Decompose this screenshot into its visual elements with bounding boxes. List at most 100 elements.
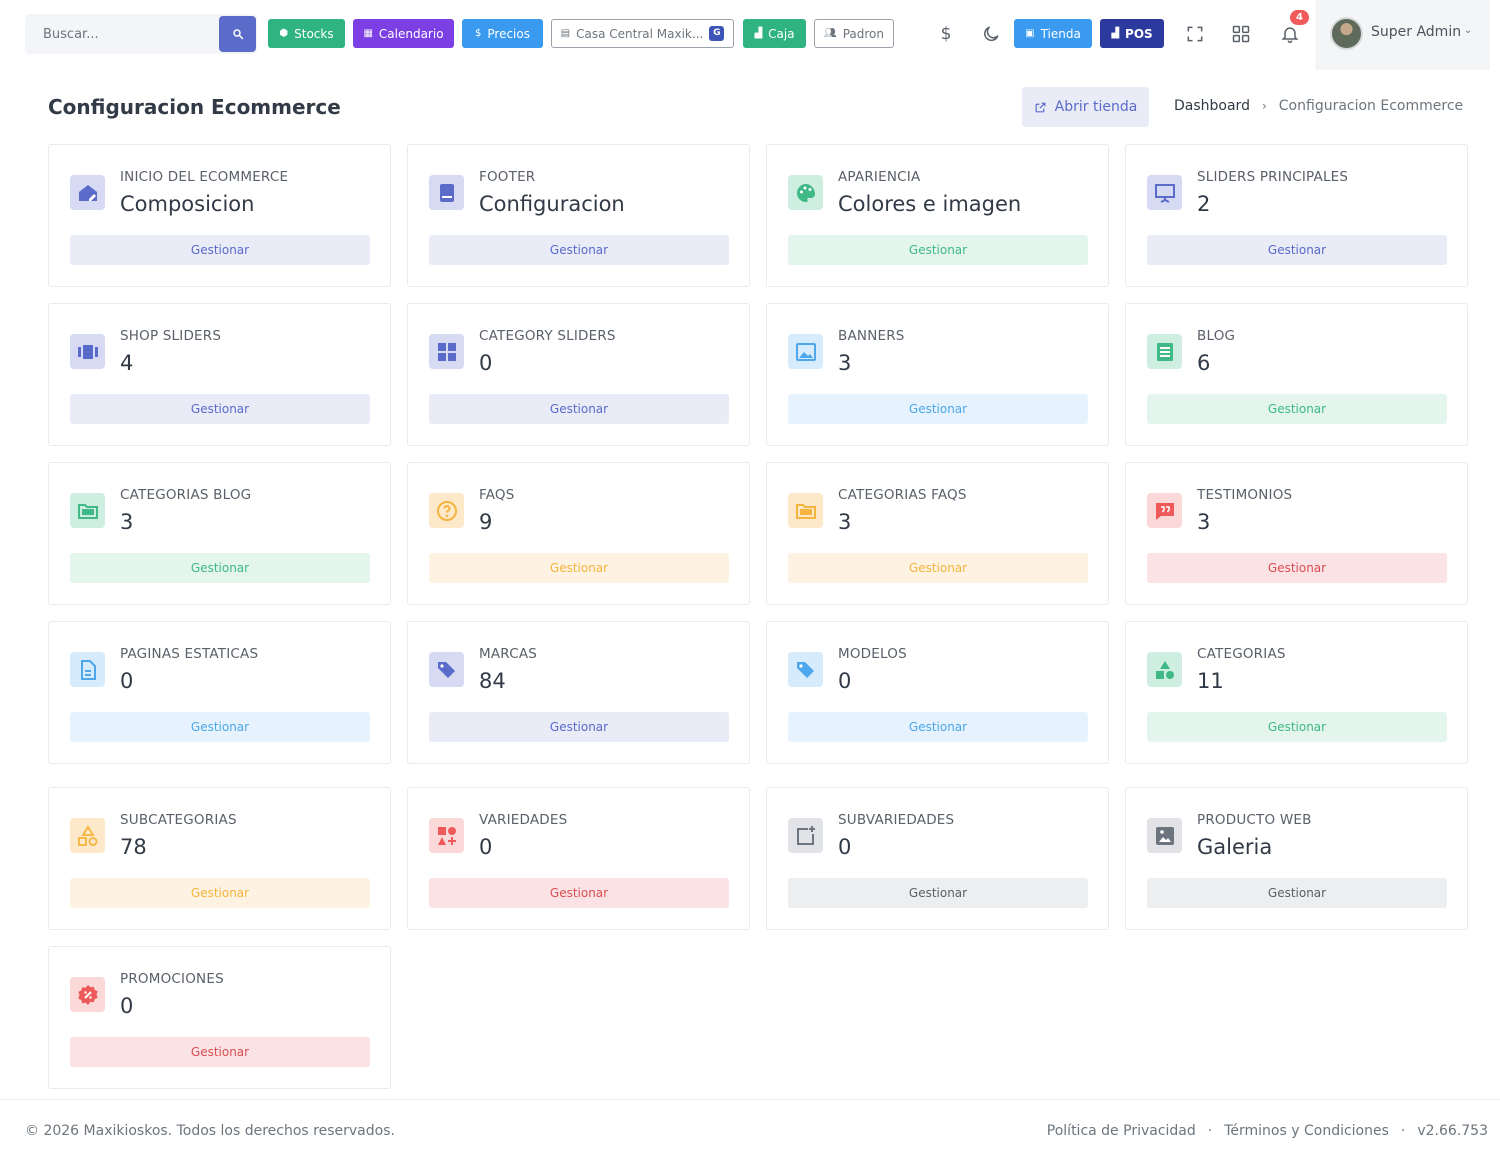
card-label: SUBVARIEDADES: [838, 812, 955, 828]
home-edit-icon: [70, 175, 105, 210]
tags-icon: [788, 652, 823, 687]
card-label: SHOP SLIDERS: [120, 328, 222, 344]
manage-button[interactable]: Gestionar: [1147, 712, 1447, 742]
grid-icon: [429, 334, 464, 369]
search-icon: [232, 29, 243, 40]
manage-button[interactable]: Gestionar: [1147, 553, 1447, 583]
card-value: 78: [120, 835, 147, 859]
sucursal-select[interactable]: ▤ Casa Central Maxik... G: [551, 19, 734, 48]
shapes-icon: [1147, 652, 1182, 687]
currency-icon[interactable]: $: [940, 24, 952, 44]
manage-button[interactable]: Gestionar: [70, 1037, 370, 1067]
manage-button[interactable]: Gestionar: [788, 553, 1088, 583]
manage-button[interactable]: Gestionar: [788, 235, 1088, 265]
card-label: SUBCATEGORIAS: [120, 812, 237, 828]
notification-count-badge: 4: [1290, 10, 1309, 25]
card-sliders-principales: SLIDERS PRINCIPALES 2 Gestionar: [1125, 144, 1468, 287]
chevron-down-icon: ⌄: [1464, 25, 1473, 36]
card-value: 0: [838, 669, 852, 693]
footer: © 2026 Maxikioskos. Todos los derechos r…: [0, 1099, 1500, 1150]
card-promociones: PROMOCIONES 0 Gestionar: [48, 946, 391, 1089]
caja-button[interactable]: ▟ Caja: [743, 19, 806, 48]
card-value: 9: [479, 510, 493, 534]
store-icon: ▣: [1025, 28, 1035, 39]
precios-button[interactable]: $ Precios: [462, 19, 543, 48]
tienda-button[interactable]: ▣ Tienda: [1014, 19, 1092, 48]
manage-button[interactable]: Gestionar: [788, 878, 1088, 908]
page-title: Configuracion Ecommerce: [48, 95, 341, 119]
image-icon: [788, 334, 823, 369]
quote-icon: [1147, 493, 1182, 528]
presentation-icon: [1147, 175, 1182, 210]
card-value: 84: [479, 669, 506, 693]
folders-icon: [788, 493, 823, 528]
user-menu[interactable]: Super Admin ⌄: [1316, 0, 1490, 70]
manage-button[interactable]: Gestionar: [429, 553, 729, 583]
manage-button[interactable]: Gestionar: [70, 878, 370, 908]
manage-button[interactable]: Gestionar: [429, 878, 729, 908]
topbar: ⬢Stocks ▦Calendario $Precios ▤Casa Centr…: [0, 0, 1500, 70]
search-input[interactable]: [25, 14, 217, 54]
shapes-outline-icon: [70, 818, 105, 853]
article-icon: [1147, 334, 1182, 369]
card-label: FAQS: [479, 487, 515, 503]
bell-icon[interactable]: [1276, 20, 1304, 48]
padron-button[interactable]: 👥︎ Padron: [814, 19, 894, 48]
breadcrumb-dashboard[interactable]: Dashboard: [1174, 98, 1250, 114]
card-testimonios: TESTIMONIOS 3 Gestionar: [1125, 462, 1468, 605]
card-blog: BLOG 6 Gestionar: [1125, 303, 1468, 446]
manage-button[interactable]: Gestionar: [1147, 235, 1447, 265]
footer-links: Política de Privacidad · Términos y Cond…: [1047, 1123, 1488, 1139]
card-value: Configuracion: [479, 192, 625, 216]
manage-button[interactable]: Gestionar: [70, 553, 370, 583]
card-value: 6: [1197, 351, 1211, 375]
card-value: 0: [479, 351, 493, 375]
register-icon: ▟: [754, 28, 763, 39]
card-label: BLOG: [1197, 328, 1236, 344]
manage-button[interactable]: Gestionar: [429, 712, 729, 742]
manage-button[interactable]: Gestionar: [1147, 878, 1447, 908]
dark-mode-icon[interactable]: [977, 20, 1005, 48]
card-label: CATEGORIAS FAQS: [838, 487, 967, 503]
question-icon: [429, 493, 464, 528]
avatar: [1330, 17, 1363, 50]
card-value: 0: [479, 835, 493, 859]
folders-icon: [70, 493, 105, 528]
manage-button[interactable]: Gestionar: [1147, 394, 1447, 424]
stocks-button[interactable]: ⬢ Stocks: [268, 19, 345, 48]
square-plus-icon: [788, 818, 823, 853]
card-apariencia: APARIENCIA Colores e imagen Gestionar: [766, 144, 1109, 287]
manage-button[interactable]: Gestionar: [70, 394, 370, 424]
discount-badge-icon: [70, 977, 105, 1012]
card-label: PROMOCIONES: [120, 971, 224, 987]
external-link-icon: [1035, 102, 1046, 112]
manage-button[interactable]: Gestionar: [70, 235, 370, 265]
carousel-icon: [70, 334, 105, 369]
pos-button[interactable]: ▟ POS: [1100, 19, 1164, 48]
manage-button[interactable]: Gestionar: [788, 712, 1088, 742]
apps-grid-icon[interactable]: [1227, 20, 1255, 48]
box-icon: ⬢: [279, 28, 289, 39]
card-label: VARIEDADES: [479, 812, 568, 828]
dollar-icon: $: [475, 28, 482, 39]
manage-button[interactable]: Gestionar: [429, 235, 729, 265]
version-text: v2.66.753: [1417, 1123, 1488, 1139]
users-icon: 👥︎: [824, 28, 837, 39]
privacy-link[interactable]: Política de Privacidad: [1046, 1123, 1196, 1139]
card-label: TESTIMONIOS: [1197, 487, 1293, 503]
open-store-button[interactable]: Abrir tienda: [1022, 87, 1149, 127]
card-inicio-del-ecommerce: INICIO DEL ECOMMERCE Composicion Gestionar: [48, 144, 391, 287]
search-button[interactable]: [219, 16, 256, 52]
card-categorias-faqs: CATEGORIAS FAQS 3 Gestionar: [766, 462, 1109, 605]
manage-button[interactable]: Gestionar: [788, 394, 1088, 424]
card-categorias: CATEGORIAS 11 Gestionar: [1125, 621, 1468, 764]
calendario-button[interactable]: ▦ Calendario: [353, 19, 454, 48]
book-icon: [429, 175, 464, 210]
card-value: 0: [120, 994, 134, 1018]
manage-button[interactable]: Gestionar: [70, 712, 370, 742]
card-label: APARIENCIA: [838, 169, 921, 185]
fullscreen-icon[interactable]: [1181, 20, 1209, 48]
manage-button[interactable]: Gestionar: [429, 394, 729, 424]
terms-link[interactable]: Términos y Condiciones: [1224, 1123, 1389, 1139]
card-value: Colores e imagen: [838, 192, 1022, 216]
